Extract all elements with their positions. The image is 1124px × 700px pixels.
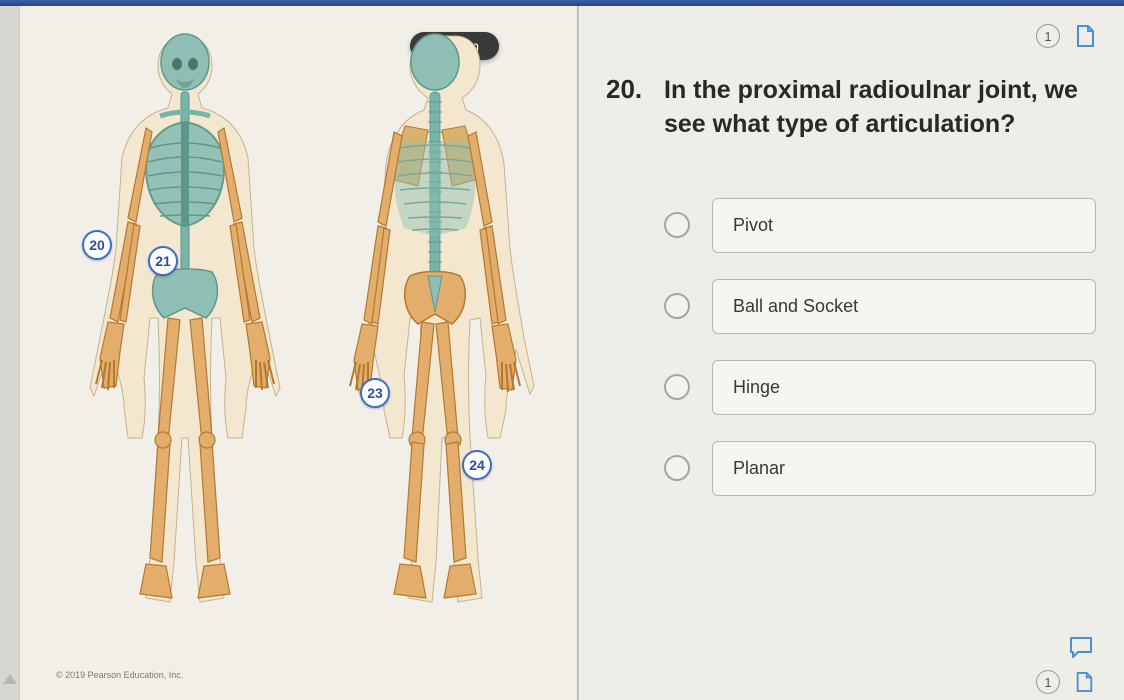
option-radio[interactable] (664, 293, 690, 319)
option-row: Hinge (664, 360, 1096, 415)
option-row: Ball and Socket (664, 279, 1096, 334)
question-text: In the proximal radioulnar joint, we see… (664, 74, 1096, 142)
document-icon-footer[interactable] (1074, 671, 1094, 693)
option-radio[interactable] (664, 374, 690, 400)
question-row: 20. In the proximal radioulnar joint, we… (606, 74, 1096, 142)
nav-triangle-icon (3, 674, 17, 684)
option-row: Planar (664, 441, 1096, 496)
attempts-badge[interactable]: 1 (1036, 24, 1060, 48)
right-footer-tools: 1 (1036, 670, 1094, 694)
option-box[interactable]: Hinge (712, 360, 1096, 415)
answer-options: Pivot Ball and Socket Hinge Planar (664, 198, 1096, 496)
diagram-label-21[interactable]: 21 (148, 246, 178, 276)
right-header-tools: 1 (1036, 24, 1096, 48)
option-box[interactable]: Planar (712, 441, 1096, 496)
question-number: 20. (606, 74, 646, 142)
option-box[interactable]: Pivot (712, 198, 1096, 253)
attempts-badge-footer[interactable]: 1 (1036, 670, 1060, 694)
document-icon[interactable] (1074, 24, 1096, 48)
copyright-text: © 2019 Pearson Education, Inc. (56, 670, 183, 680)
main-layout: zoom in (0, 6, 1124, 700)
option-radio[interactable] (664, 455, 690, 481)
question-panel: 1 20. In the proximal radioulnar joint, … (578, 6, 1124, 700)
diagram-label-20[interactable]: 20 (82, 230, 112, 260)
left-gutter (0, 6, 20, 700)
skeleton-posterior (310, 18, 560, 618)
diagram-label-24[interactable]: 24 (462, 450, 492, 480)
diagram-label-23[interactable]: 23 (360, 378, 390, 408)
skeleton-figure-area: 20 21 23 24 (50, 18, 557, 650)
option-row: Pivot (664, 198, 1096, 253)
panel-divider (578, 6, 579, 700)
comment-button[interactable] (1068, 635, 1094, 664)
option-box[interactable]: Ball and Socket (712, 279, 1096, 334)
figure-panel: zoom in (20, 6, 578, 700)
option-radio[interactable] (664, 212, 690, 238)
skeleton-anterior (50, 18, 320, 618)
